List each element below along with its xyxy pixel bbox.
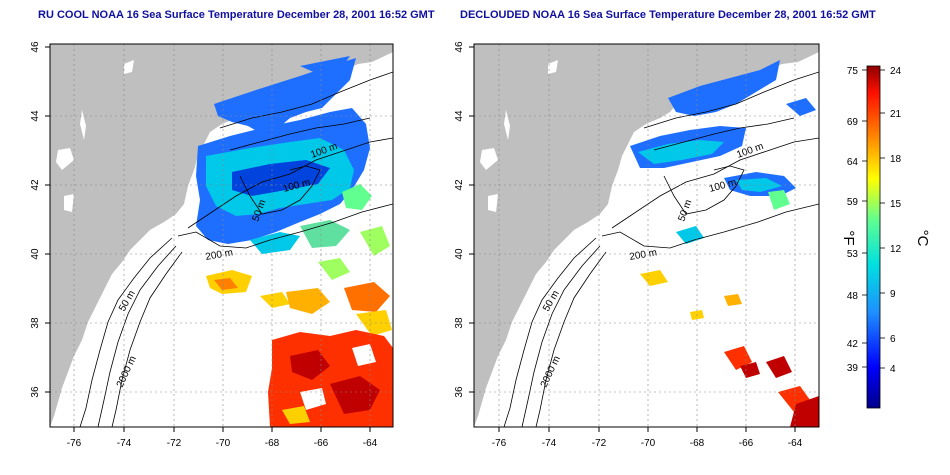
longitude-axis: -76 -74 -72 -70 -68 -66 -64 <box>67 438 378 449</box>
fahrenheit-tick: 75 <box>847 66 859 77</box>
longitude-tick: -64 <box>788 438 803 449</box>
latitude-tick: 46 <box>454 41 465 53</box>
fahrenheit-unit-label: °F <box>840 230 857 245</box>
lake <box>80 110 86 140</box>
contour-label: 2000 m <box>115 354 139 389</box>
land-mass <box>474 44 819 427</box>
right-map-panel: 100 m 100 m 50 m 200 m 50 m 2000 m <box>454 41 820 449</box>
celsius-tick: 24 <box>890 66 902 77</box>
lake <box>56 148 74 170</box>
longitude-tick: -66 <box>739 438 754 449</box>
longitude-tick: -68 <box>265 438 280 449</box>
longitude-tick: -72 <box>167 438 182 449</box>
lake <box>480 148 498 170</box>
right-panel-title: DECLOUDED NOAA 16 Sea Surface Temperatur… <box>460 9 876 21</box>
latitude-tick: 36 <box>30 386 41 398</box>
latitude-tick: 42 <box>30 179 41 191</box>
celsius-tick: 18 <box>890 154 902 165</box>
longitude-tick: -74 <box>117 438 132 449</box>
longitude-tick: -70 <box>641 438 656 449</box>
fahrenheit-tick: 59 <box>847 197 859 208</box>
latitude-tick: 40 <box>454 248 465 260</box>
bathymetry-contours <box>79 71 393 427</box>
celsius-tick: 15 <box>890 199 902 210</box>
celsius-tick: 21 <box>890 109 902 120</box>
contour-label: 100 m <box>708 177 738 195</box>
contour-label: 200 m <box>205 247 234 263</box>
latitude-tick: 36 <box>454 386 465 398</box>
land-mass <box>50 44 393 427</box>
map-frame <box>473 43 820 428</box>
fahrenheit-tick: 69 <box>847 117 859 128</box>
celsius-unit-label: °C <box>914 230 931 247</box>
latitude-tick: 44 <box>454 110 465 122</box>
graticule <box>474 44 819 427</box>
longitude-tick: -66 <box>314 438 329 449</box>
bay <box>604 206 622 220</box>
longitude-tick: -64 <box>363 438 378 449</box>
latitude-tick: 42 <box>454 179 465 191</box>
celsius-scale: 24 21 18 15 12 9 6 4 <box>890 66 902 375</box>
longitude-tick: -68 <box>690 438 705 449</box>
fahrenheit-tick: 39 <box>847 363 859 374</box>
bathymetry-contours <box>503 71 819 427</box>
latitude-tick: 40 <box>30 248 41 260</box>
fahrenheit-tick: 42 <box>847 339 859 350</box>
lake <box>124 60 134 74</box>
colorbar-gradient <box>866 65 881 409</box>
longitude-axis: -76 -74 -72 -70 -68 -66 -64 <box>492 438 803 449</box>
lake <box>488 194 498 212</box>
temperature-colorbar: 75 69 64 59 53 48 42 39 24 21 18 15 12 9… <box>840 65 931 409</box>
longitude-tick: -76 <box>67 438 82 449</box>
longitude-tick: -72 <box>592 438 607 449</box>
contour-label: 200 m <box>629 247 658 263</box>
contour-label: 50 m <box>676 198 694 223</box>
latitude-tick: 38 <box>454 317 465 329</box>
left-map-panel: 100 m 100 m 50 m 200 m 50 m 2000 m <box>30 41 394 449</box>
celsius-tick: 6 <box>890 334 896 345</box>
latitude-axis: 46 44 42 40 38 36 <box>454 41 465 398</box>
bay <box>180 206 198 220</box>
longitude-tick: -74 <box>542 438 557 449</box>
latitude-tick: 38 <box>30 317 41 329</box>
celsius-tick: 12 <box>890 244 902 255</box>
lake <box>548 60 558 74</box>
map-frame <box>49 43 394 428</box>
celsius-tick: 4 <box>890 364 896 375</box>
latitude-tick: 44 <box>30 110 41 122</box>
longitude-tick: -76 <box>492 438 507 449</box>
fahrenheit-tick: 48 <box>847 291 859 302</box>
fahrenheit-tick: 53 <box>847 249 859 260</box>
lake <box>504 110 510 140</box>
graticule <box>50 44 393 427</box>
latitude-tick: 46 <box>30 41 41 53</box>
fahrenheit-tick: 64 <box>847 157 859 168</box>
celsius-tick: 9 <box>890 289 896 300</box>
fahrenheit-scale: 75 69 64 59 53 48 42 39 <box>847 66 859 374</box>
left-panel-title: RU COOL NOAA 16 Sea Surface Temperature … <box>38 9 435 21</box>
sst-field <box>196 56 393 427</box>
lake <box>64 194 74 212</box>
longitude-tick: -70 <box>216 438 231 449</box>
latitude-axis: 46 44 42 40 38 36 <box>30 41 41 398</box>
contour-label: 2000 m <box>539 354 563 389</box>
